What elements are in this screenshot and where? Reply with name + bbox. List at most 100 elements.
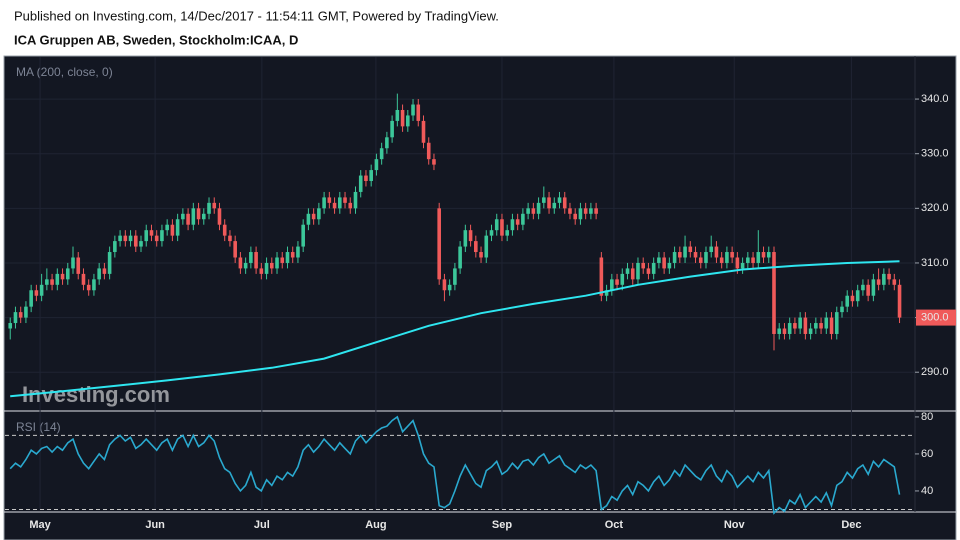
candle-body — [275, 257, 279, 269]
candle-body — [144, 230, 149, 242]
candle-body — [693, 252, 698, 258]
candle-body — [594, 208, 598, 214]
candle-body — [60, 273, 65, 280]
candle-body — [233, 241, 237, 258]
candle-body — [568, 208, 572, 214]
candle-body — [678, 252, 682, 258]
candle-body — [317, 208, 321, 220]
candle-body — [426, 142, 431, 160]
candle-body — [704, 252, 708, 263]
candle-body — [725, 252, 729, 263]
candle-body — [814, 323, 818, 329]
candle-body — [552, 202, 557, 209]
candle-body — [845, 295, 850, 307]
candle-body — [829, 317, 834, 334]
candle-body — [897, 284, 902, 318]
candle-body — [406, 115, 410, 127]
candle-body — [876, 279, 881, 285]
candle-body — [395, 109, 400, 121]
candle-body — [453, 268, 457, 285]
y-tick-label: 320.0 — [921, 202, 949, 214]
candle-body — [772, 252, 776, 334]
candle-body — [515, 219, 520, 225]
candle-body — [510, 219, 515, 231]
rsi-tick-label: 40 — [921, 485, 933, 497]
candle-body — [222, 224, 227, 236]
candle-body — [358, 175, 363, 192]
candle-body — [625, 268, 630, 274]
candle-body — [521, 213, 525, 225]
candle-body — [102, 268, 107, 274]
candle-body — [170, 224, 175, 236]
candle-body — [107, 252, 112, 274]
candle-body — [390, 120, 394, 138]
candle-body — [369, 170, 373, 182]
candle-body — [866, 284, 870, 296]
candle-body — [787, 323, 792, 334]
candle-body — [29, 290, 33, 307]
candle-body — [8, 323, 13, 329]
candle-body — [808, 328, 813, 334]
header-title: Published on Investing.com, 14/Dec/2017 … — [14, 8, 499, 23]
candle-body — [479, 252, 483, 258]
candle-body — [181, 213, 185, 220]
candle-body — [782, 328, 787, 334]
candle-body — [536, 202, 541, 214]
candle-body — [468, 230, 473, 242]
candle-body — [892, 279, 897, 285]
candle-body — [322, 197, 326, 209]
candle-body — [385, 137, 389, 149]
candle-body — [610, 279, 614, 291]
ma-line — [10, 260, 900, 398]
candle-body — [400, 109, 405, 127]
candle-body — [207, 202, 211, 214]
candle-body — [709, 246, 714, 253]
candle-body — [871, 279, 876, 296]
candle-body — [243, 262, 248, 269]
x-tick-label: Aug — [365, 519, 386, 531]
candle-body — [290, 252, 295, 258]
candle-body — [196, 208, 201, 220]
y-tick-label: 310.0 — [921, 257, 949, 269]
candle-body — [793, 323, 797, 329]
x-tick-label: Jul — [254, 519, 270, 531]
rsi-label: RSI (14) — [16, 420, 61, 434]
candle-body — [160, 230, 164, 242]
candle-body — [547, 197, 551, 209]
candle-body — [751, 257, 755, 263]
y-tick-label: 330.0 — [921, 148, 949, 160]
candle-body — [766, 252, 771, 258]
candle-body — [186, 213, 190, 225]
candle-body — [154, 235, 159, 242]
candle-body — [834, 312, 839, 334]
candle-body — [719, 257, 724, 263]
chart-panel — [3, 55, 957, 540]
candle-body — [139, 241, 143, 247]
x-tick-label: Nov — [724, 519, 746, 531]
candle-body — [667, 262, 672, 269]
candle-body — [228, 235, 232, 242]
candle-body — [18, 312, 23, 318]
candle-body — [641, 262, 646, 269]
candle-body — [688, 246, 693, 253]
candle-body — [92, 279, 96, 291]
candle-body — [306, 213, 311, 225]
candle-body — [861, 284, 865, 291]
candle-body — [604, 290, 609, 296]
candle-body — [65, 268, 70, 280]
candle-body — [542, 197, 546, 203]
x-tick-label: May — [29, 519, 51, 531]
candle-body — [484, 235, 489, 258]
candle-body — [55, 273, 60, 285]
candle-body — [327, 197, 332, 203]
candle-body — [630, 268, 635, 280]
candle-body — [636, 262, 640, 280]
candle-body — [735, 257, 740, 269]
candle-body — [238, 257, 243, 269]
candle-body — [249, 252, 253, 263]
candle-body — [777, 328, 782, 334]
candle-body — [730, 252, 734, 258]
candle-body — [761, 252, 766, 258]
candle-body — [374, 159, 379, 171]
